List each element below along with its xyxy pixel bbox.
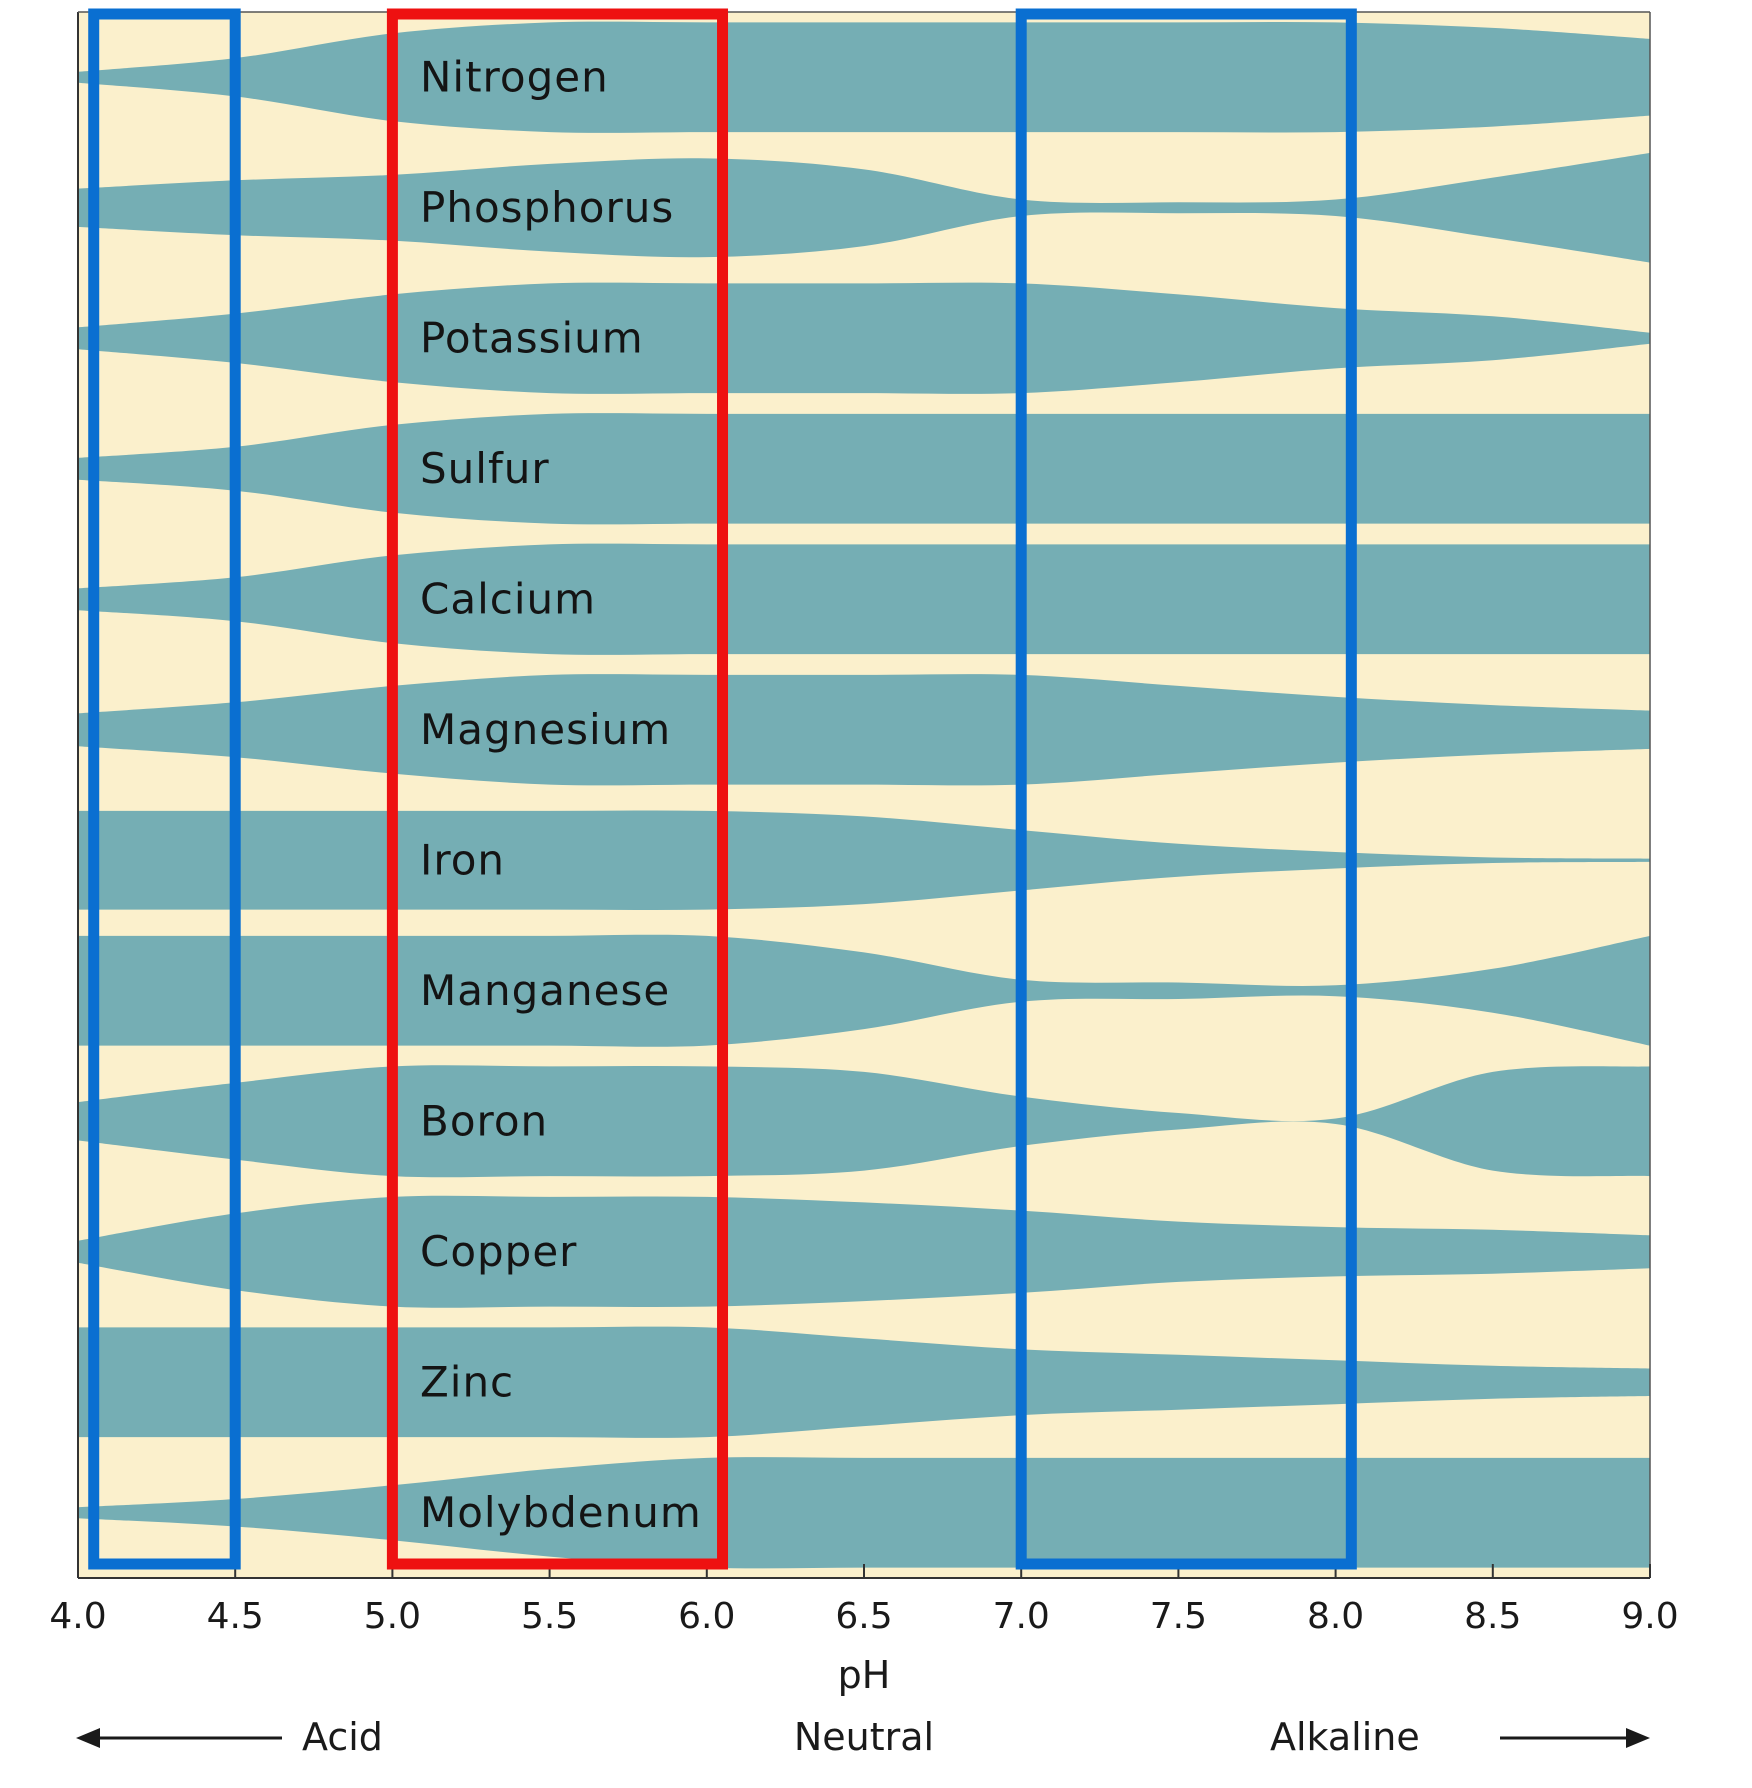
x-tick-label: 8.5: [1464, 1596, 1521, 1637]
label-iron: Iron: [420, 835, 505, 884]
acid-label: Acid: [302, 1715, 383, 1759]
label-magnesium: Magnesium: [420, 705, 671, 754]
label-potassium: Potassium: [420, 313, 644, 362]
alkaline-arrowhead-icon: [1626, 1728, 1650, 1748]
x-tick-label: 5.5: [521, 1596, 578, 1637]
band-sulfur: [78, 413, 1650, 525]
band-zinc: [78, 1326, 1650, 1438]
acid-arrowhead-icon: [76, 1728, 100, 1748]
direction-labels: Acid Neutral Alkaline: [76, 1715, 1650, 1759]
band-phosphorus: [78, 152, 1650, 263]
alkaline-label: Alkaline: [1270, 1715, 1420, 1759]
x-axis-title: pH: [838, 1653, 891, 1697]
x-axis: 4.0 4.5 5.0 5.5 6.0 6.5 7.0 7.5 8.0 8.5 9.0: [49, 11, 1679, 1637]
label-zinc: Zinc: [420, 1357, 514, 1406]
label-manganese: Manganese: [420, 966, 670, 1015]
label-sulfur: Sulfur: [420, 444, 550, 493]
neutral-label: Neutral: [794, 1715, 934, 1759]
label-phosphorus: Phosphorus: [420, 183, 674, 232]
band-magnesium: [78, 674, 1650, 786]
nutrient-labels: Nitrogen Phosphorus Potassium Sulfur Calcium…: [420, 52, 702, 1537]
plot-background: [78, 12, 1650, 1578]
x-tick-label: 9.0: [1621, 1596, 1678, 1637]
label-boron: Boron: [420, 1096, 548, 1145]
x-tick-label: 5.0: [364, 1596, 421, 1637]
band-boron: [78, 1065, 1650, 1178]
band-calcium: [78, 543, 1650, 655]
highlight-box: [1015, 8, 1357, 1570]
x-tick-label: 6.0: [678, 1596, 735, 1637]
x-tick-label: 4.5: [207, 1596, 264, 1637]
band-molybdenum: [78, 1457, 1650, 1569]
label-copper: Copper: [420, 1227, 577, 1276]
band-iron: [78, 810, 1650, 910]
band-manganese: [78, 934, 1650, 1047]
x-tick-label: 4.0: [49, 1596, 106, 1637]
band-potassium: [78, 282, 1650, 394]
highlight-box: [88, 8, 241, 1570]
x-tick-label: 7.5: [1150, 1596, 1207, 1637]
highlight-box: [386, 8, 729, 1570]
label-calcium: Calcium: [420, 574, 596, 623]
highlight-boxes: [88, 8, 1357, 1570]
band-copper: [78, 1195, 1650, 1308]
x-tick-label: 7.0: [993, 1596, 1050, 1637]
nutrient-bands: [78, 21, 1650, 1569]
label-nitrogen: Nitrogen: [420, 52, 609, 101]
band-nitrogen: [78, 21, 1650, 133]
x-tick-label: 8.0: [1307, 1596, 1364, 1637]
label-molybdenum: Molybdenum: [420, 1488, 702, 1537]
x-tick-label: 6.5: [835, 1596, 892, 1637]
